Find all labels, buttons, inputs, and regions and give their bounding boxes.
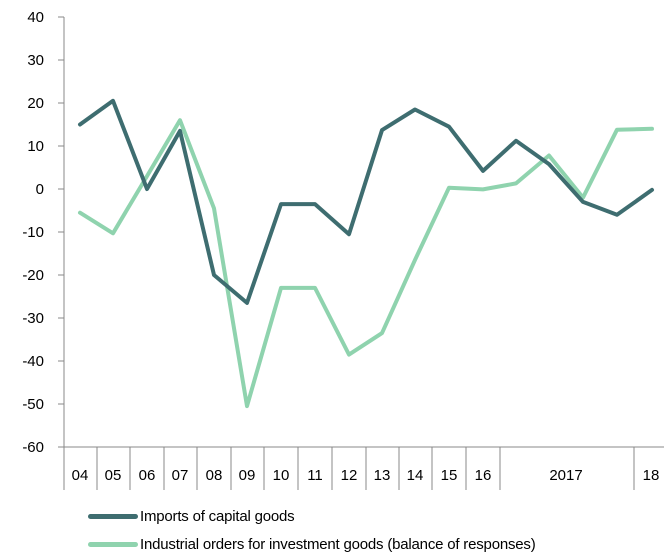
chart-tick-labels: 40 30 20 10 0 -10 -20 -30 -40 -50 -60 04 05 06 07 08 09 1… (22, 9, 659, 484)
y-tick-label: -10 (22, 224, 44, 241)
x-tick-label: 11 (307, 467, 323, 484)
x-tick-label: 05 (105, 467, 122, 484)
x-tick-label: 10 (273, 467, 290, 484)
chart-legend: Imports of capital goods Industrial orde… (88, 502, 664, 558)
legend-label-imports: Imports of capital goods (140, 507, 295, 525)
y-tick-label: -60 (22, 439, 44, 456)
x-tick-label: 18 (643, 467, 660, 484)
y-tick-label: 40 (27, 9, 44, 26)
x-tick-label: 16 (475, 467, 492, 484)
legend-swatch-imports (88, 513, 138, 519)
x-tick-label: 15 (441, 467, 458, 484)
legend-item-orders: Industrial orders for investment goods (… (88, 530, 664, 558)
legend-swatch-orders (88, 541, 138, 547)
x-tick-label: 13 (374, 467, 391, 484)
y-tick-label: -40 (22, 353, 44, 370)
x-tick-label: 08 (206, 467, 223, 484)
x-tick-label: 12 (341, 467, 358, 484)
y-tick-label: 0 (36, 181, 44, 198)
series-line-imports (78, 98, 654, 305)
y-tick-label: 20 (27, 95, 44, 112)
chart-series (78, 98, 654, 409)
x-tick-label: 06 (139, 467, 156, 484)
x-tick-label: 2017 (549, 467, 582, 484)
x-tick-label: 09 (239, 467, 256, 484)
series-line-orders (78, 118, 654, 409)
y-tick-label: -30 (22, 310, 44, 327)
y-tick-label: 10 (27, 138, 44, 155)
y-tick-label: -50 (22, 396, 44, 413)
legend-label-orders: Industrial orders for investment goods (… (140, 535, 536, 553)
chart-axes (58, 16, 664, 490)
y-tick-label: -20 (22, 267, 44, 284)
x-tick-label: 04 (72, 467, 89, 484)
x-tick-label: 14 (407, 467, 424, 484)
legend-item-imports: Imports of capital goods (88, 502, 664, 530)
y-tick-label: 30 (27, 52, 44, 69)
x-tick-label: 07 (172, 467, 189, 484)
